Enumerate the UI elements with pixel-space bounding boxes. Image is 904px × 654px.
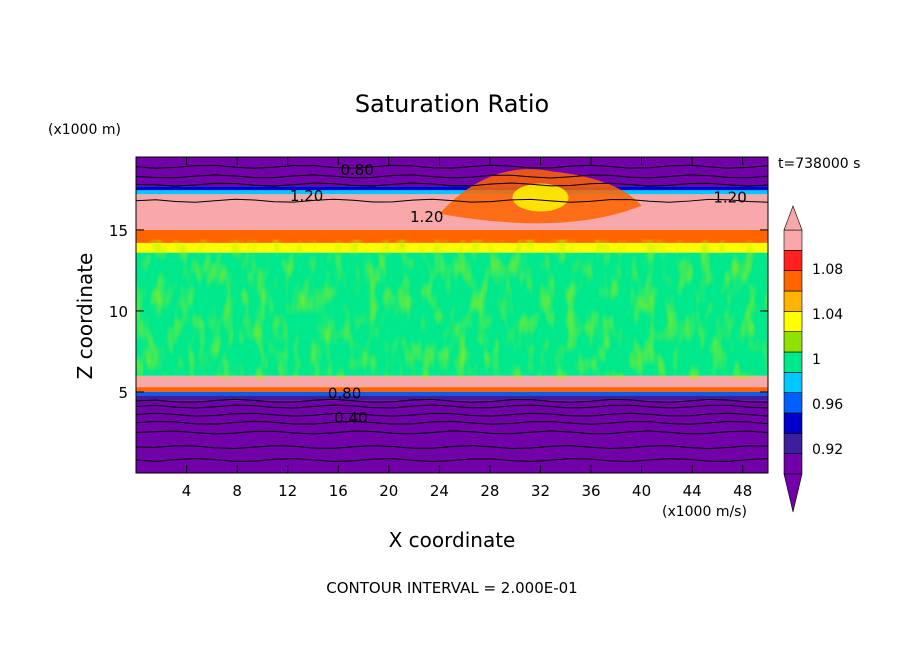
field-band [136,400,768,473]
y-unit-label: (x1000 m) [48,122,121,138]
colorbar: 0.92 0.96 1 1.04 1.08 [783,205,843,513]
colorbar-swatch [783,270,803,292]
y-tick-label: 5 [118,384,128,402]
x-tick-label: 48 [733,482,752,500]
contour-line [136,412,768,417]
contour-label: 1.20 [290,187,323,205]
colorbar-swatch [783,311,803,332]
colorbar-swatch [783,290,803,312]
colorbar-swatch [783,250,803,271]
field-band [136,395,768,401]
chart-title: Saturation Ratio [355,90,549,118]
time-label: t=738000 s [778,156,860,172]
colorbar-top-arrow [783,205,803,231]
contour-interval-footer: CONTOUR INTERVAL = 2.000E-01 [326,579,577,597]
field-band [136,157,768,187]
colorbar-level-label: 0.96 [812,397,843,413]
x-tick-label: 36 [581,482,600,500]
x-tick-label: 40 [632,482,651,500]
x-tick-label: 8 [232,482,242,500]
contour-label: 1.20 [713,188,746,206]
plot-frame [135,156,769,474]
x-tick-label: 4 [182,482,192,500]
colorbar-swatch [783,433,803,454]
contour-line [136,164,768,169]
x-axis-label: X coordinate [389,528,516,552]
colorbar-swatch [783,331,803,353]
contour-line [136,174,768,179]
x-tick-label: 12 [278,482,297,500]
contour-line [136,458,768,463]
contour-line [136,398,768,403]
contour-field [136,157,768,473]
colorbar-swatch [783,392,803,414]
colorbar-swatch [783,453,803,475]
field-band [136,375,768,388]
colorbar-level-label: 1.04 [812,307,843,323]
contour-line [136,445,768,450]
x-tick-label: 32 [531,482,550,500]
field-band [136,391,768,396]
colorbar-swatch [783,372,803,393]
colorbar-swatch [783,412,803,434]
x-tick-label: 24 [430,482,449,500]
contour-line [136,182,768,187]
colorbar-level-label: 1 [812,352,821,368]
contour-line-labels: 0.80 1.20 1.20 1.20 0.80 0.40 [290,161,747,427]
x-unit-label: (x1000 m/s) [662,504,747,520]
field-band [136,190,768,195]
contour-line [136,198,768,203]
field-band [136,186,768,191]
y-axis-label: Z coordinate [73,253,97,380]
y-tick-label: 10 [109,303,128,321]
contour-line [136,420,768,425]
colorbar-swatch [783,229,803,251]
contour-label: 0.80 [340,161,373,179]
colorbar-bottom-arrow [783,473,803,513]
contour-label: 0.80 [328,384,361,402]
field-texture [136,239,768,380]
field-blob-core [512,183,569,212]
contour-line [136,430,768,435]
x-axis-ticks: 4 8 12 16 20 24 28 32 36 40 44 48 [182,157,752,500]
y-axis-ticks: 5 10 15 [109,222,768,402]
x-tick-label: 16 [329,482,348,500]
contour-line [136,404,768,409]
colorbar-level-label: 0.92 [812,442,843,458]
x-tick-label: 28 [480,482,499,500]
colorbar-level-label: 1.08 [812,262,843,278]
x-tick-label: 44 [683,482,702,500]
contour-label: 0.40 [334,409,367,427]
y-tick-label: 15 [109,222,128,240]
colorbar-swatch [783,351,803,373]
field-band [136,387,768,392]
x-tick-label: 20 [379,482,398,500]
contour-label: 1.20 [410,208,443,226]
